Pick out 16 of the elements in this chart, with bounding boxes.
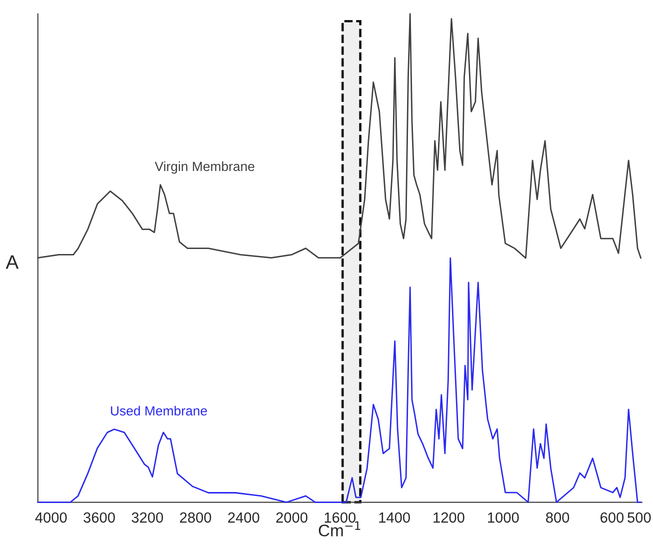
- x-tick-label: 800: [546, 512, 570, 523]
- x-tick-label: 4000: [35, 512, 67, 523]
- x-tick-label: 3600: [84, 512, 115, 523]
- x-tick-label: 3200: [132, 512, 164, 523]
- x-tick-label: 600: [600, 512, 624, 523]
- x-tick-label: 500: [628, 512, 651, 523]
- x-tick-label: 1000: [488, 512, 519, 523]
- x-tick-label: 2400: [228, 512, 260, 523]
- x-tick-label: 2800: [180, 512, 212, 523]
- series-label: Virgin Membrane: [154, 161, 254, 174]
- x-tick-label: 1200: [434, 512, 464, 523]
- x-tick-label: 2000: [276, 512, 308, 523]
- x-tick-label: 1600: [324, 512, 356, 523]
- x-tick-label: 1400: [379, 512, 410, 523]
- series-label: Used Membrane: [110, 406, 207, 416]
- y-axis-title: A: [6, 255, 19, 269]
